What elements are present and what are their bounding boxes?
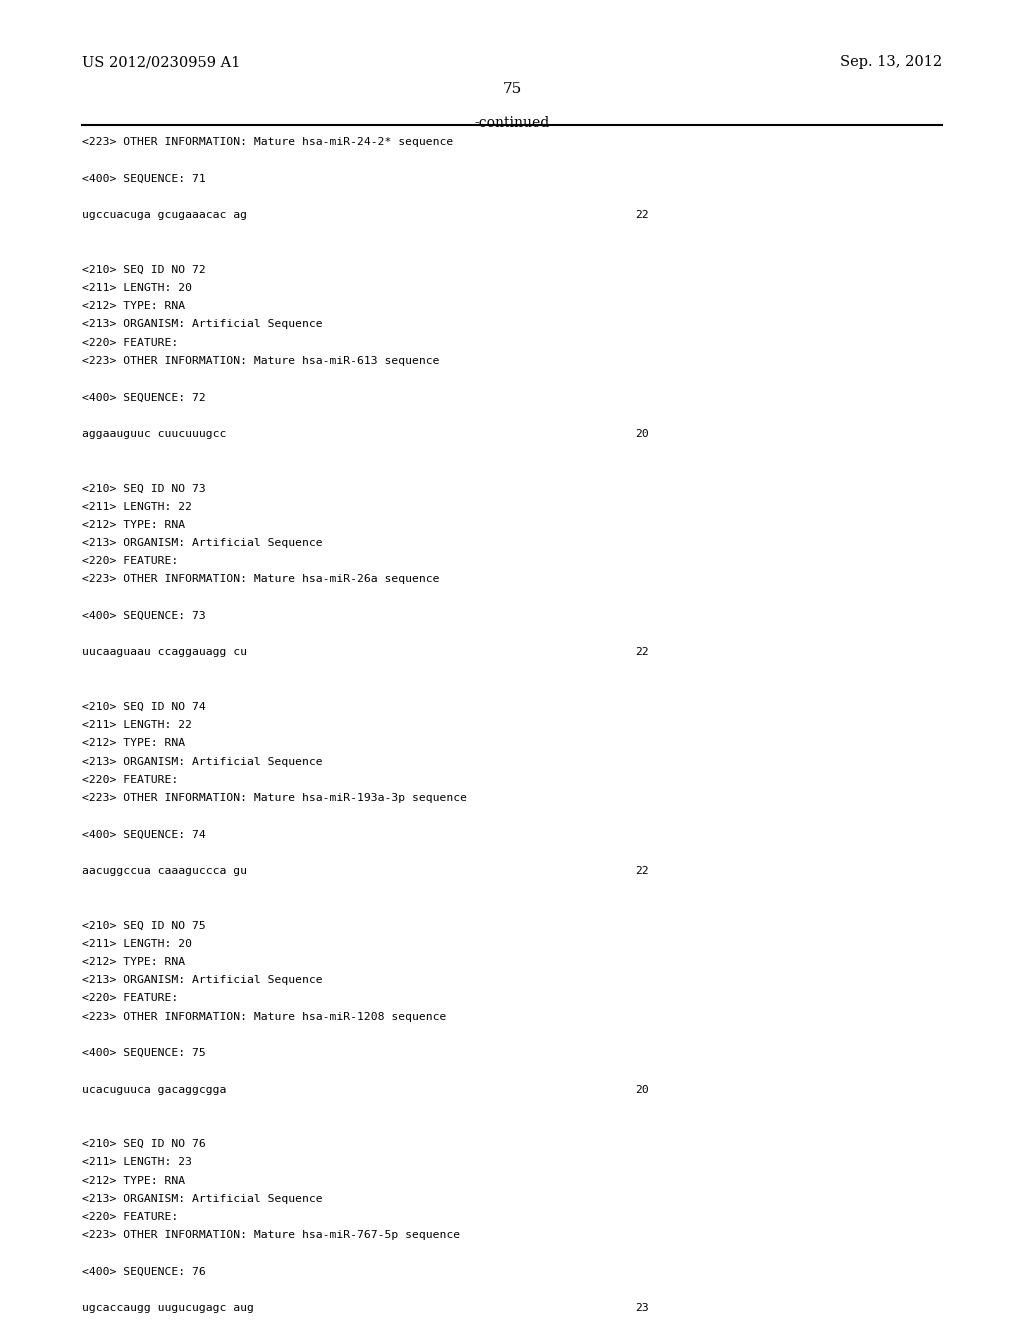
Text: Sep. 13, 2012: Sep. 13, 2012 <box>840 55 942 70</box>
Text: <213> ORGANISM: Artificial Sequence: <213> ORGANISM: Artificial Sequence <box>82 756 323 767</box>
Text: <400> SEQUENCE: 71: <400> SEQUENCE: 71 <box>82 174 206 183</box>
Text: <213> ORGANISM: Artificial Sequence: <213> ORGANISM: Artificial Sequence <box>82 975 323 985</box>
Text: <210> SEQ ID NO 73: <210> SEQ ID NO 73 <box>82 483 206 494</box>
Text: <223> OTHER INFORMATION: Mature hsa-miR-26a sequence: <223> OTHER INFORMATION: Mature hsa-miR-… <box>82 574 439 585</box>
Text: -continued: -continued <box>474 116 550 131</box>
Text: <223> OTHER INFORMATION: Mature hsa-miR-767-5p sequence: <223> OTHER INFORMATION: Mature hsa-miR-… <box>82 1230 460 1241</box>
Text: <211> LENGTH: 20: <211> LENGTH: 20 <box>82 939 191 949</box>
Text: <400> SEQUENCE: 72: <400> SEQUENCE: 72 <box>82 392 206 403</box>
Text: <223> OTHER INFORMATION: Mature hsa-miR-613 sequence: <223> OTHER INFORMATION: Mature hsa-miR-… <box>82 356 439 366</box>
Text: <220> FEATURE:: <220> FEATURE: <box>82 338 178 347</box>
Text: uucaaguaau ccaggauagg cu: uucaaguaau ccaggauagg cu <box>82 647 247 657</box>
Text: <220> FEATURE:: <220> FEATURE: <box>82 994 178 1003</box>
Text: <212> TYPE: RNA: <212> TYPE: RNA <box>82 520 185 529</box>
Text: <212> TYPE: RNA: <212> TYPE: RNA <box>82 738 185 748</box>
Text: ugcaccaugg uugucugagc aug: ugcaccaugg uugucugagc aug <box>82 1303 254 1313</box>
Text: <211> LENGTH: 22: <211> LENGTH: 22 <box>82 721 191 730</box>
Text: ucacuguuca gacaggcgga: ucacuguuca gacaggcgga <box>82 1085 226 1094</box>
Text: ugccuacuga gcugaaacac ag: ugccuacuga gcugaaacac ag <box>82 210 247 220</box>
Text: <213> ORGANISM: Artificial Sequence: <213> ORGANISM: Artificial Sequence <box>82 539 323 548</box>
Text: <212> TYPE: RNA: <212> TYPE: RNA <box>82 1176 185 1185</box>
Text: US 2012/0230959 A1: US 2012/0230959 A1 <box>82 55 241 70</box>
Text: 22: 22 <box>635 866 648 876</box>
Text: <210> SEQ ID NO 76: <210> SEQ ID NO 76 <box>82 1139 206 1150</box>
Text: aggaauguuc cuucuuugcc: aggaauguuc cuucuuugcc <box>82 429 226 438</box>
Text: <212> TYPE: RNA: <212> TYPE: RNA <box>82 301 185 312</box>
Text: <213> ORGANISM: Artificial Sequence: <213> ORGANISM: Artificial Sequence <box>82 319 323 330</box>
Text: <400> SEQUENCE: 73: <400> SEQUENCE: 73 <box>82 611 206 620</box>
Text: <210> SEQ ID NO 72: <210> SEQ ID NO 72 <box>82 265 206 275</box>
Text: <211> LENGTH: 20: <211> LENGTH: 20 <box>82 282 191 293</box>
Text: <220> FEATURE:: <220> FEATURE: <box>82 1212 178 1222</box>
Text: <212> TYPE: RNA: <212> TYPE: RNA <box>82 957 185 968</box>
Text: aacuggccua caaaguccca gu: aacuggccua caaaguccca gu <box>82 866 247 876</box>
Text: 23: 23 <box>635 1303 648 1313</box>
Text: <220> FEATURE:: <220> FEATURE: <box>82 556 178 566</box>
Text: <400> SEQUENCE: 75: <400> SEQUENCE: 75 <box>82 1048 206 1059</box>
Text: <400> SEQUENCE: 76: <400> SEQUENCE: 76 <box>82 1267 206 1276</box>
Text: 20: 20 <box>635 1085 648 1094</box>
Text: <211> LENGTH: 22: <211> LENGTH: 22 <box>82 502 191 512</box>
Text: <223> OTHER INFORMATION: Mature hsa-miR-193a-3p sequence: <223> OTHER INFORMATION: Mature hsa-miR-… <box>82 793 467 803</box>
Text: <211> LENGTH: 23: <211> LENGTH: 23 <box>82 1158 191 1167</box>
Text: <223> OTHER INFORMATION: Mature hsa-miR-24-2* sequence: <223> OTHER INFORMATION: Mature hsa-miR-… <box>82 137 454 148</box>
Text: 22: 22 <box>635 647 648 657</box>
Text: <213> ORGANISM: Artificial Sequence: <213> ORGANISM: Artificial Sequence <box>82 1193 323 1204</box>
Text: 22: 22 <box>635 210 648 220</box>
Text: 20: 20 <box>635 429 648 438</box>
Text: <400> SEQUENCE: 74: <400> SEQUENCE: 74 <box>82 829 206 840</box>
Text: <220> FEATURE:: <220> FEATURE: <box>82 775 178 785</box>
Text: <223> OTHER INFORMATION: Mature hsa-miR-1208 sequence: <223> OTHER INFORMATION: Mature hsa-miR-… <box>82 1011 446 1022</box>
Text: <210> SEQ ID NO 75: <210> SEQ ID NO 75 <box>82 920 206 931</box>
Text: 75: 75 <box>503 82 521 96</box>
Text: <210> SEQ ID NO 74: <210> SEQ ID NO 74 <box>82 702 206 711</box>
